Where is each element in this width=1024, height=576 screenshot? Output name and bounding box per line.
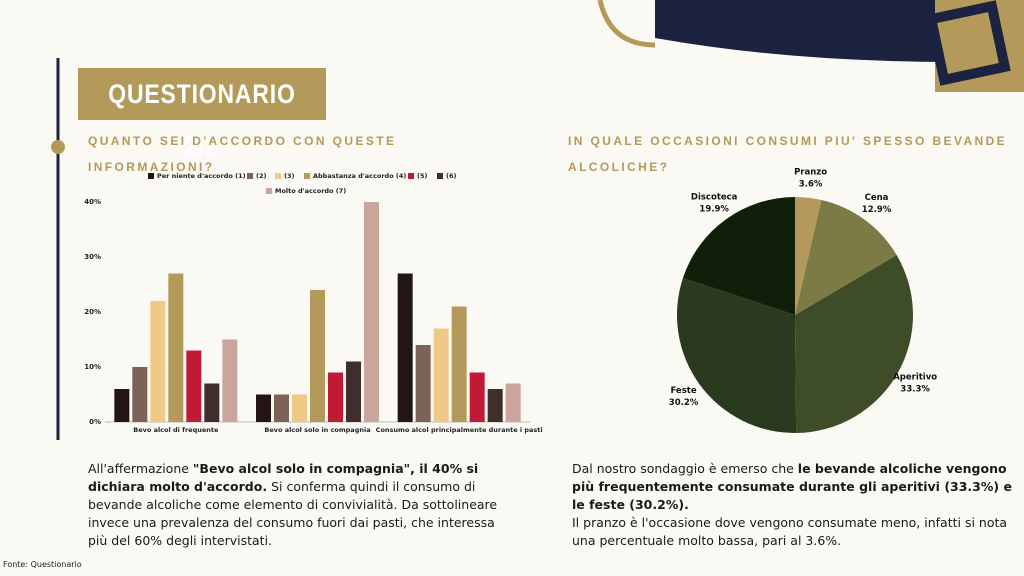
bar bbox=[292, 394, 307, 422]
bar bbox=[328, 372, 343, 422]
slice-value: 33.3% bbox=[900, 384, 930, 394]
bar bbox=[310, 290, 325, 422]
legend-label: (3) bbox=[284, 172, 294, 180]
legend-swatch bbox=[275, 173, 281, 179]
text: All'affermazione bbox=[88, 461, 193, 476]
bar bbox=[204, 383, 220, 422]
bar-title: QUANTO SEI D'ACCORDO CON QUESTE INFORMAZ… bbox=[88, 134, 397, 174]
pie-slice bbox=[795, 197, 822, 315]
x-tick-label: Bevo alcol solo in compagnia bbox=[264, 426, 370, 434]
bar bbox=[346, 361, 361, 422]
bar bbox=[186, 350, 202, 422]
slide-title: QUESTIONARIO 2/2 bbox=[78, 68, 326, 161]
legend-label: Per niente d'accordo (1) bbox=[157, 172, 246, 180]
slice-label: Cena bbox=[865, 193, 889, 203]
legend-swatch bbox=[148, 173, 154, 179]
decor-arc bbox=[597, 0, 656, 48]
legend-label: Abbastanza d'accordo (4) bbox=[313, 172, 406, 180]
pie-slice bbox=[682, 197, 795, 315]
paragraph: All'affermazione "Bevo alcol solo in com… bbox=[88, 460, 518, 550]
bar bbox=[487, 389, 503, 422]
charts: 0% 10% 20% 30% 40% Bevo alcol di frequente Bev… bbox=[84, 167, 937, 434]
bar bbox=[364, 202, 379, 422]
bar bbox=[114, 389, 130, 422]
legend-swatch bbox=[304, 173, 310, 179]
bar bbox=[274, 394, 289, 422]
y-tick-label: 10% bbox=[84, 363, 101, 371]
bar bbox=[150, 301, 166, 422]
bold-text: "Bevo alcol solo in compagnia", il 40% s… bbox=[88, 461, 479, 494]
title-text: QUESTIONARIO 2/2 bbox=[108, 79, 296, 161]
y-tick-label: 30% bbox=[84, 253, 101, 261]
legend-label: (2) bbox=[256, 172, 266, 180]
bar bbox=[222, 339, 238, 422]
decor-shape bbox=[655, 0, 955, 62]
x-tick-label: Consumo alcol principalmente durante i p… bbox=[376, 426, 543, 434]
bar bbox=[505, 383, 521, 422]
side-dot bbox=[51, 140, 65, 154]
slice-label: Aperitivo bbox=[893, 372, 937, 382]
bold-text: le bevande alcoliche vengono più frequen… bbox=[572, 461, 1012, 512]
text: Dal nostro sondaggio è emerso che bbox=[572, 461, 798, 476]
bar bbox=[256, 394, 271, 422]
pie-slice bbox=[795, 200, 897, 315]
slice-label: Feste bbox=[670, 386, 696, 396]
bar bbox=[469, 372, 485, 422]
pie-slice bbox=[795, 255, 913, 433]
legend-swatch bbox=[247, 173, 253, 179]
bar bbox=[451, 306, 467, 422]
text: Si conferma quindi il consumo di bevande… bbox=[88, 479, 498, 548]
bar bbox=[433, 328, 449, 422]
source: Fonte: Questionario bbox=[3, 560, 82, 569]
y-tick-label: 0% bbox=[89, 418, 101, 426]
slice-label: Discoteca bbox=[691, 193, 738, 203]
slice-value: 30.2% bbox=[669, 398, 699, 408]
slice-label: Pranzo bbox=[794, 167, 827, 177]
legend-swatch bbox=[408, 173, 414, 179]
x-tick-label: Bevo alcol di frequente bbox=[133, 426, 219, 434]
legend-label: Molto d'accordo (7) bbox=[275, 187, 346, 195]
pie-slice bbox=[677, 277, 797, 433]
bar bbox=[397, 273, 413, 422]
y-tick-label: 40% bbox=[84, 198, 101, 206]
decor-frame bbox=[925, 0, 1011, 86]
legend-label: (6) bbox=[446, 172, 456, 180]
slice-value: 19.9% bbox=[699, 205, 729, 215]
slice-value: 12.9% bbox=[862, 205, 892, 215]
slice-value: 3.6% bbox=[799, 179, 823, 189]
legend-label: (5) bbox=[417, 172, 427, 180]
pie-title: IN QUALE OCCASIONI CONSUMI PIU' SPESSO B… bbox=[568, 134, 1008, 174]
legend-swatch bbox=[437, 173, 443, 179]
text: Il pranzo è l'occasione dove vengono con… bbox=[572, 515, 1008, 548]
paragraph: Dal nostro sondaggio è emerso che le bev… bbox=[572, 460, 1012, 550]
bar bbox=[132, 367, 148, 422]
bar bbox=[168, 273, 184, 422]
y-tick-label: 20% bbox=[84, 308, 101, 316]
bar bbox=[415, 345, 431, 422]
legend-swatch bbox=[266, 188, 272, 194]
